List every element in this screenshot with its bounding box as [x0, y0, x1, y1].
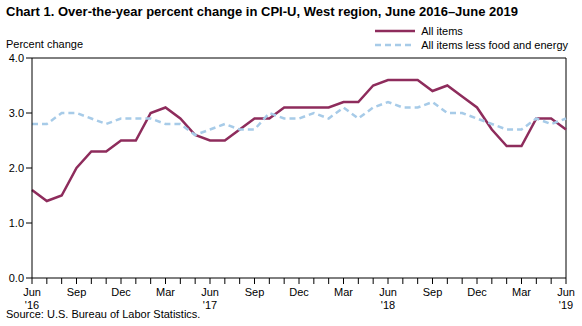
svg-text:2.0: 2.0	[9, 162, 24, 174]
html-text:Chart 1. Over-the-year percent: Chart 1. Over-the-year percent change in…	[6, 4, 518, 19]
svg-text:Jun'17: Jun'17	[201, 286, 219, 311]
svg-text:1.0: 1.0	[9, 217, 24, 229]
svg-text:3.0: 3.0	[9, 107, 24, 119]
svg-text:Dec: Dec	[111, 286, 131, 298]
svg-text:0.0: 0.0	[9, 272, 24, 284]
svg-text:Sep: Sep	[67, 286, 87, 298]
svg-text:Jun'16: Jun'16	[23, 286, 41, 311]
svg-text:Jun'18: Jun'18	[379, 286, 397, 311]
svg-text:4.0: 4.0	[9, 52, 24, 64]
svg-text:Dec: Dec	[467, 286, 487, 298]
svg-text:Mar: Mar	[334, 286, 353, 298]
html-text:All items: All items	[421, 25, 463, 37]
svg-text:Sep: Sep	[423, 286, 443, 298]
svg-text:Sep: Sep	[245, 286, 265, 298]
svg-text:Mar: Mar	[512, 286, 531, 298]
html-text:All items less food and energy: All items less food and energy	[421, 39, 568, 51]
svg-text:Mar: Mar	[156, 286, 175, 298]
svg-text:Dec: Dec	[289, 286, 309, 298]
html-text:Percent change: Percent change	[6, 38, 84, 50]
html-text:Source: U.S. Bureau of Labor S: Source: U.S. Bureau of Labor Statistics.	[6, 308, 201, 320]
svg-text:Jun'19: Jun'19	[557, 286, 574, 311]
